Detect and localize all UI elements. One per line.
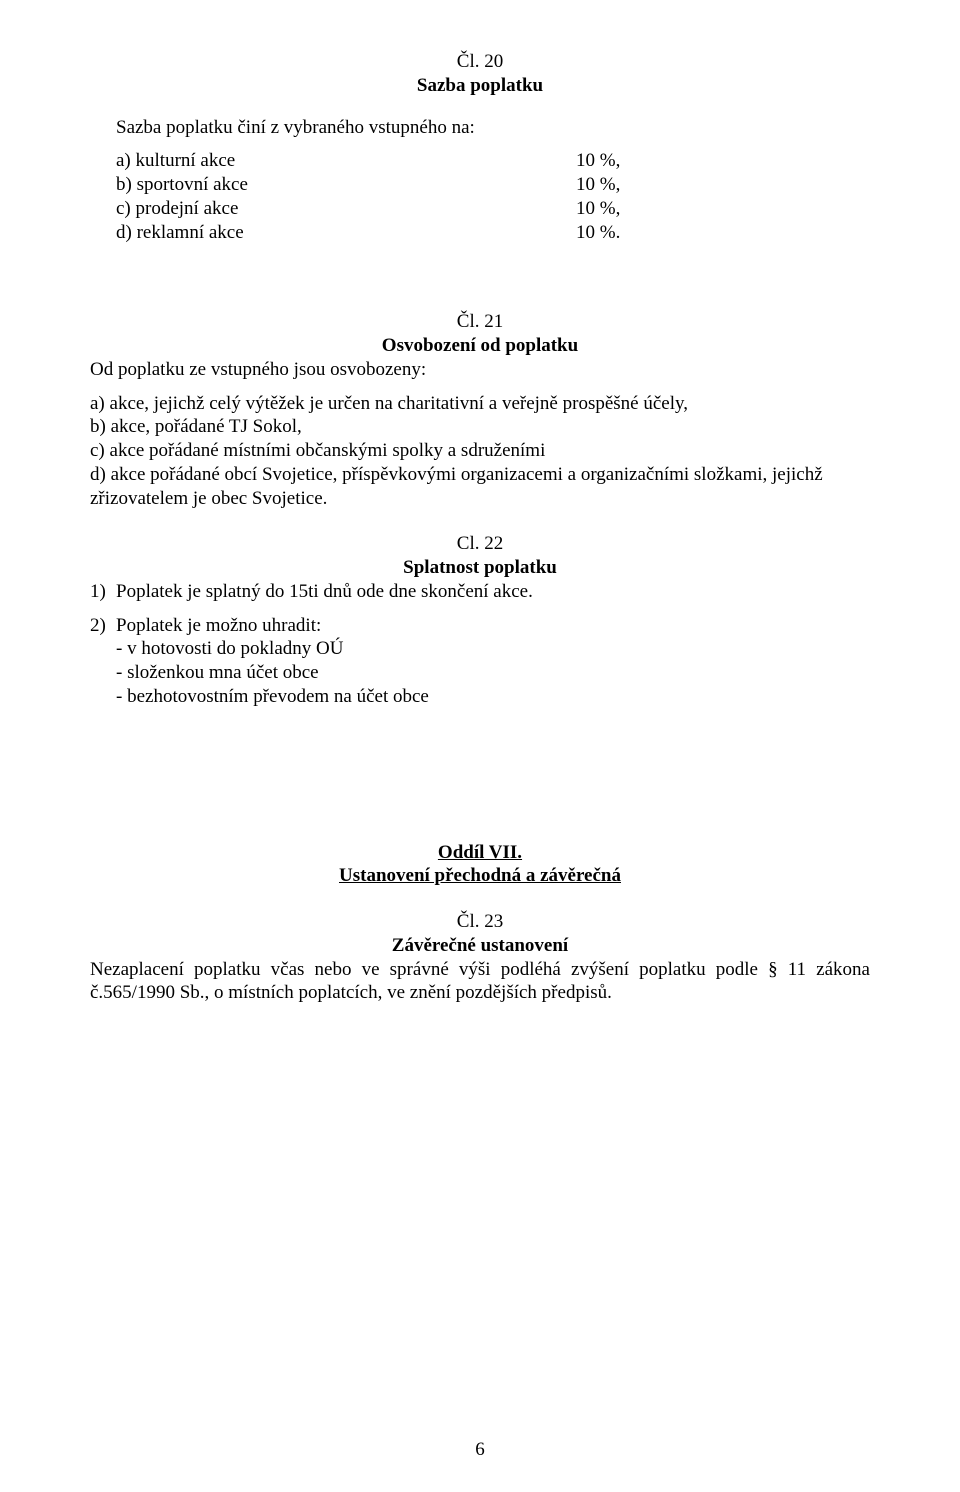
rate-label: a) kulturní akce [116, 149, 576, 173]
article-23-number: Čl. 23 [90, 910, 870, 934]
rate-value: 10 %, [576, 173, 620, 197]
article-23-title: Závěrečné ustanovení [90, 934, 870, 958]
page-number: 6 [0, 1438, 960, 1462]
rate-label: c) prodejní akce [116, 197, 576, 221]
article-21-item-b: b) akce, pořádané TJ Sokol, [90, 415, 870, 439]
article-20-rate-list: a) kulturní akce 10 %, b) sportovní akce… [116, 149, 870, 244]
article-21-item-c: c) akce pořádané místními občanskými spo… [90, 439, 870, 463]
rate-value: 10 %, [576, 149, 620, 173]
rate-row: b) sportovní akce 10 %, [116, 173, 870, 197]
article-22-sub-2: - složenkou mna účet obce [116, 661, 870, 685]
article-22-item-2: 2)Poplatek je možno uhradit: [90, 614, 870, 638]
article-21-item-d: d) akce pořádané obcí Svojetice, příspěv… [90, 463, 870, 511]
list-text: Poplatek je splatný do 15ti dnů ode dne … [116, 581, 533, 602]
rate-label: b) sportovní akce [116, 173, 576, 197]
section-7-title: Oddíl VII. [90, 841, 870, 865]
article-20-number: Čl. 20 [90, 50, 870, 74]
article-23-body: Nezaplacení poplatku včas nebo ve správn… [90, 958, 870, 1006]
rate-value: 10 %. [576, 221, 620, 245]
article-22-sub-3: - bezhotovostním převodem na účet obce [116, 685, 870, 709]
article-22-heading: Cl. 22 Splatnost poplatku [90, 532, 870, 580]
article-22-sub-1: - v hotovosti do pokladny OÚ [116, 637, 870, 661]
rate-row: c) prodejní akce 10 %, [116, 197, 870, 221]
section-7-heading: Oddíl VII. Ustanovení přechodná a závěre… [90, 841, 870, 889]
article-22-title: Splatnost poplatku [90, 556, 870, 580]
article-20-title: Sazba poplatku [90, 74, 870, 98]
article-20-intro: Sazba poplatku činí z vybraného vstupnéh… [116, 116, 870, 140]
article-21-item-a: a) akce, jejichž celý výtěžek je určen n… [90, 392, 870, 416]
document-page: Čl. 20 Sazba poplatku Sazba poplatku čin… [0, 0, 960, 1492]
article-21-intro: Od poplatku ze vstupného jsou osvobozeny… [90, 358, 870, 382]
article-23-heading: Čl. 23 Závěrečné ustanovení [90, 910, 870, 958]
article-21-heading: Čl. 21 Osvobození od poplatku [90, 310, 870, 358]
list-number: 2) [90, 614, 116, 638]
rate-value: 10 %, [576, 197, 620, 221]
list-text: Poplatek je možno uhradit: [116, 615, 321, 636]
article-21-number: Čl. 21 [90, 310, 870, 334]
rate-row: a) kulturní akce 10 %, [116, 149, 870, 173]
article-20-heading: Čl. 20 Sazba poplatku [90, 50, 870, 98]
list-number: 1) [90, 580, 116, 604]
rate-row: d) reklamní akce 10 %. [116, 221, 870, 245]
article-22-number: Cl. 22 [90, 532, 870, 556]
article-22-item-1: 1)Poplatek je splatný do 15ti dnů ode dn… [90, 580, 870, 604]
rate-label: d) reklamní akce [116, 221, 576, 245]
article-21-title: Osvobození od poplatku [90, 334, 870, 358]
section-7-subtitle: Ustanovení přechodná a závěrečná [90, 864, 870, 888]
